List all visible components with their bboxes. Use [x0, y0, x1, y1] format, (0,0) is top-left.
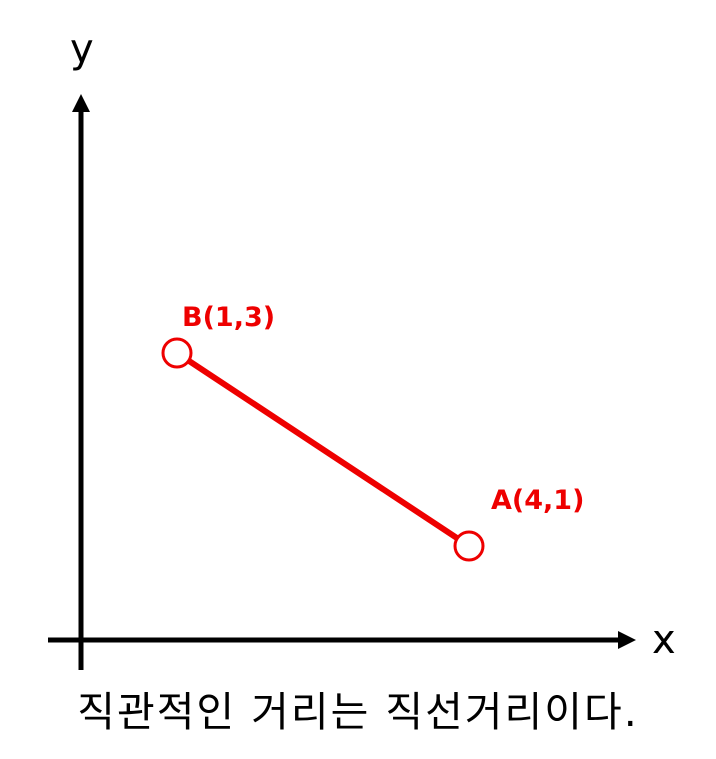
point-a-label: A(4,1) — [491, 485, 584, 516]
segment-ab — [174, 350, 472, 549]
point-b-marker — [161, 337, 193, 369]
y-axis-arrowhead — [72, 94, 90, 112]
point-b-label: B(1,3) — [182, 302, 275, 333]
x-axis-arrowhead — [618, 631, 636, 649]
caption: 직관적인 거리는 직선거리이다. — [77, 688, 639, 736]
x-axis-label: x — [652, 617, 676, 663]
y-axis-label: y — [70, 26, 94, 72]
point-a-marker — [453, 530, 485, 562]
